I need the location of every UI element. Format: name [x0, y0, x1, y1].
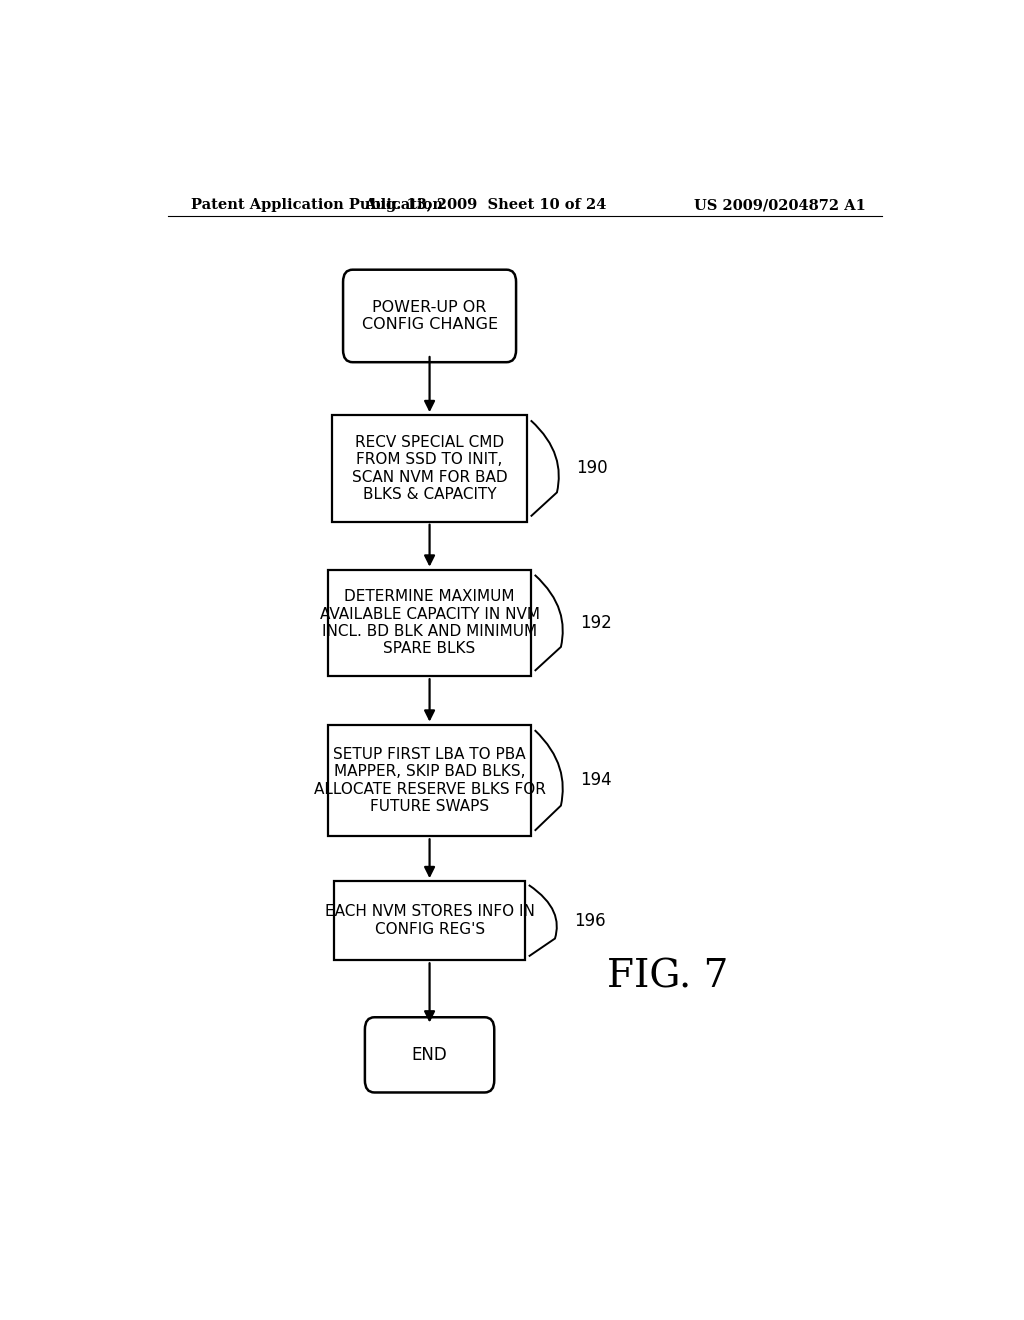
Text: END: END [412, 1045, 447, 1064]
Text: POWER-UP OR
CONFIG CHANGE: POWER-UP OR CONFIG CHANGE [361, 300, 498, 333]
Text: DETERMINE MAXIMUM
AVAILABLE CAPACITY IN NVM
INCL. BD BLK AND MINIMUM
SPARE BLKS: DETERMINE MAXIMUM AVAILABLE CAPACITY IN … [319, 589, 540, 656]
Bar [334, 880, 524, 961]
Text: 196: 196 [574, 912, 606, 929]
Text: 194: 194 [581, 771, 612, 789]
Bar [329, 725, 530, 837]
Text: 190: 190 [577, 459, 608, 478]
Text: FIG. 7: FIG. 7 [607, 958, 728, 995]
Bar [329, 569, 530, 676]
Bar [333, 414, 526, 521]
FancyBboxPatch shape [365, 1018, 495, 1093]
Text: Patent Application Publication: Patent Application Publication [191, 198, 443, 213]
Text: RECV SPECIAL CMD
FROM SSD TO INIT,
SCAN NVM FOR BAD
BLKS & CAPACITY: RECV SPECIAL CMD FROM SSD TO INIT, SCAN … [352, 434, 507, 502]
Text: 192: 192 [581, 614, 612, 632]
Text: US 2009/0204872 A1: US 2009/0204872 A1 [694, 198, 866, 213]
Text: Aug. 13, 2009  Sheet 10 of 24: Aug. 13, 2009 Sheet 10 of 24 [364, 198, 606, 213]
Text: SETUP FIRST LBA TO PBA
MAPPER, SKIP BAD BLKS,
ALLOCATE RESERVE BLKS FOR
FUTURE S: SETUP FIRST LBA TO PBA MAPPER, SKIP BAD … [313, 747, 546, 814]
Text: EACH NVM STORES INFO IN
CONFIG REG'S: EACH NVM STORES INFO IN CONFIG REG'S [325, 904, 535, 937]
FancyBboxPatch shape [343, 269, 516, 362]
